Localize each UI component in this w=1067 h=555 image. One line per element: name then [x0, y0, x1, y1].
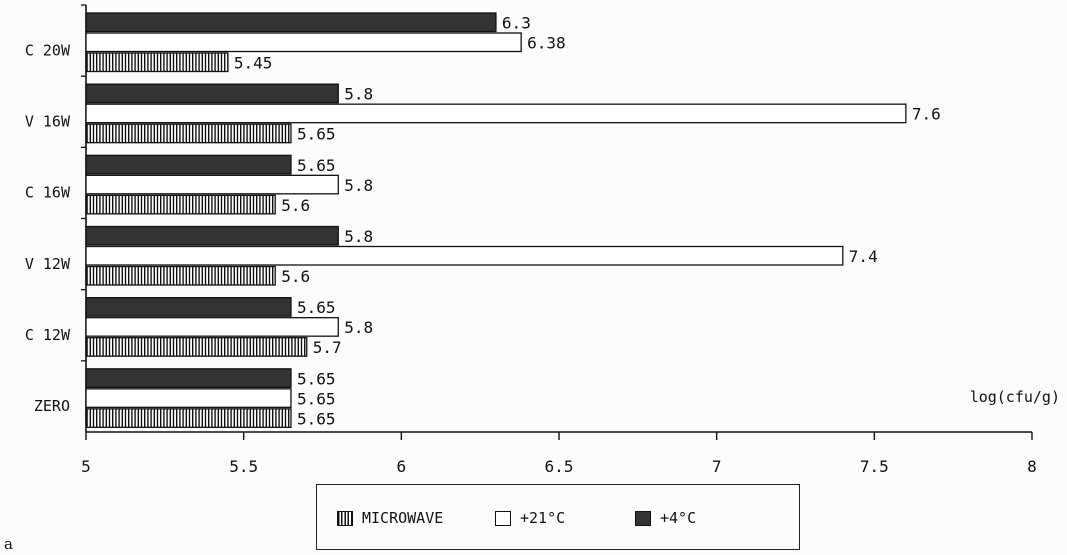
data-label: 5.45 [234, 54, 273, 73]
bar-microwave [85, 337, 308, 357]
legend-label-21c: +21°C [520, 509, 566, 527]
bar-4c [85, 368, 292, 388]
bar-4c [85, 154, 292, 175]
bar-microwave [85, 265, 276, 286]
x-tick-label: 5 [81, 457, 91, 476]
data-label: 7.6 [912, 105, 941, 124]
bar-21c [85, 103, 907, 124]
x-tick-label: 5.5 [229, 457, 258, 476]
data-label: 5.65 [297, 409, 336, 428]
y-category-label: V 12W [25, 255, 71, 273]
legend-item-21c: +21°C [495, 509, 565, 527]
bar-4c [85, 297, 292, 317]
data-label: 5.65 [297, 156, 336, 175]
x-tick-label: 7.5 [860, 457, 889, 476]
x-axis-label: log(cfu/g) [970, 388, 1060, 406]
y-category-label: ZERO [34, 397, 70, 415]
bar-21c [85, 32, 522, 53]
legend-item-4c: +4°C [635, 509, 696, 527]
data-label: 5.8 [344, 85, 373, 104]
legend-swatch-microwave [337, 510, 353, 526]
data-label: 6.38 [527, 34, 566, 53]
data-label: 7.4 [849, 247, 878, 266]
legend-item-microwave: MICROWAVE [337, 509, 443, 527]
bar-chart: 5 5.5 6 6.5 7 7.5 8 log(cfu/g) 6.36.38 5.45 C 20W 5… [25, 4, 1060, 476]
data-label: 5.7 [313, 338, 342, 357]
x-tick-label: 6.5 [545, 457, 574, 476]
data-label: 5.65 [297, 298, 336, 317]
bar-21c [85, 245, 844, 266]
data-label: 5.8 [344, 227, 373, 246]
data-label: 5.65 [297, 389, 336, 408]
bar-microwave [85, 52, 229, 73]
y-category-label: C 12W [25, 326, 71, 344]
y-category-label: C 16W [25, 184, 71, 202]
legend-label-microwave: MICROWAVE [362, 509, 444, 527]
panel-letter: a [4, 535, 13, 553]
bar-21c [85, 174, 339, 195]
bar-21c [85, 317, 339, 337]
y-category-label: C 20W [25, 41, 71, 59]
data-label: 6.3 [502, 14, 531, 33]
data-label: 5.6 [281, 196, 310, 215]
data-label: 5.6 [281, 267, 310, 286]
bar-21c [85, 388, 292, 408]
data-label: 5.65 [297, 369, 336, 388]
legend: MICROWAVE +21°C +4°C [316, 484, 800, 550]
legend-swatch-4c [635, 510, 651, 526]
data-label: 5.65 [297, 125, 336, 144]
data-label: 5.8 [344, 176, 373, 195]
data-label: 5.8 [344, 318, 373, 337]
bar-4c [85, 83, 339, 104]
x-tick-label: 7 [712, 457, 722, 476]
x-tick-label: 6 [397, 457, 407, 476]
bar-microwave [85, 194, 276, 215]
y-category-label: V 16W [25, 112, 71, 130]
bar-4c [85, 12, 497, 33]
legend-swatch-21c [495, 510, 511, 526]
x-tick-label: 8 [1027, 457, 1037, 476]
legend-label-4c: +4°C [660, 509, 697, 527]
bar-microwave [85, 123, 292, 144]
bar-4c [85, 225, 339, 246]
bar-microwave [85, 408, 292, 428]
